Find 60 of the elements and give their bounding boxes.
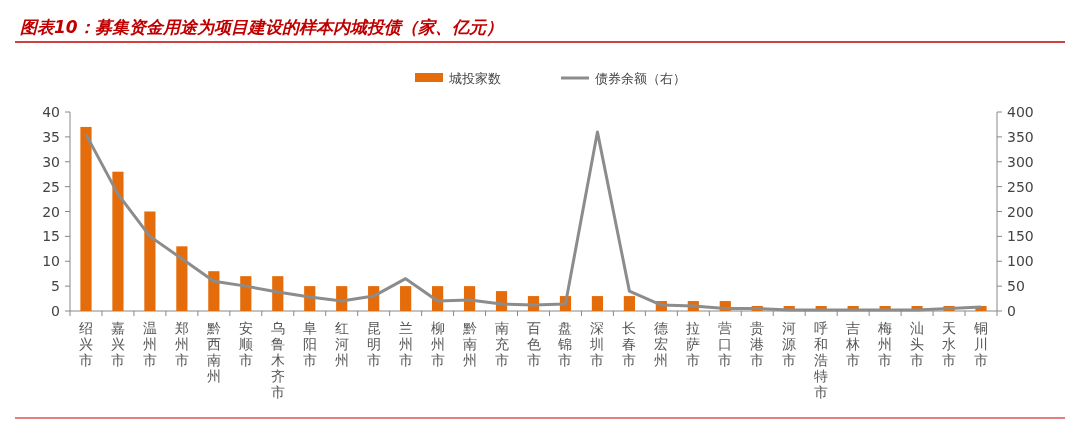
y2-tick-label: 250 — [1007, 178, 1034, 195]
x-tick-label: 吉林市 — [845, 320, 861, 368]
bar — [208, 271, 220, 311]
y-tick-label: 15 — [42, 228, 60, 245]
bar — [591, 296, 604, 311]
y-tick-label: 30 — [42, 153, 60, 170]
x-tick-label: 河源市 — [782, 320, 797, 368]
x-tick-label: 阜阳市 — [302, 320, 317, 368]
x-tick-label: 黔南州 — [461, 320, 477, 368]
y2-tick-label: 50 — [1007, 278, 1025, 295]
y2-tick-label: 150 — [1007, 228, 1034, 245]
x-tick-label: 红河州 — [334, 320, 349, 368]
y-tick-label: 40 — [42, 104, 60, 120]
y-tick-label: 5 — [51, 278, 60, 295]
y2-tick-label: 400 — [1007, 104, 1034, 120]
bar — [400, 286, 412, 311]
x-tick-label: 营口市 — [718, 320, 733, 368]
y-tick-label: 0 — [51, 303, 60, 319]
x-tick-label: 拉萨市 — [686, 320, 701, 368]
x-tick-label: 百色市 — [526, 320, 541, 368]
legend-label: 债券余额（右） — [595, 71, 686, 86]
y2-tick-label: 300 — [1007, 153, 1034, 170]
y2-tick-label: 200 — [1007, 203, 1034, 220]
x-tick-label: 绍兴市 — [78, 320, 93, 368]
bar — [144, 211, 156, 311]
x-tick-label: 德宏州 — [654, 320, 669, 368]
y-tick-label: 35 — [42, 128, 60, 145]
x-tick-label: 乌鲁木齐市 — [270, 320, 285, 400]
x-tick-label: 郑州市 — [174, 320, 189, 368]
x-tick-label: 嘉兴市 — [110, 320, 125, 368]
x-tick-label: 温州市 — [142, 320, 157, 368]
bar — [176, 246, 188, 311]
bar — [240, 276, 252, 311]
x-tick-label: 天水市 — [942, 320, 957, 368]
legend-label: 城投家数 — [448, 71, 501, 86]
y2-tick-label: 0 — [1007, 303, 1016, 319]
x-tick-label: 兰州市 — [398, 320, 413, 368]
chart-title: 图表10：募集资金用途为项目建设的样本内城投债（家、亿元） — [20, 17, 503, 37]
y-tick-label: 20 — [42, 203, 60, 220]
x-tick-label: 安顺市 — [238, 320, 253, 368]
x-tick-label: 南充市 — [494, 320, 509, 368]
y2-tick-label: 100 — [1007, 253, 1034, 270]
bar — [623, 296, 635, 311]
x-tick-label: 柳州市 — [430, 320, 445, 368]
bar — [80, 126, 92, 311]
y2-tick-label: 350 — [1007, 128, 1034, 145]
x-tick-label: 贵港市 — [750, 320, 765, 368]
x-tick-label: 汕头市 — [910, 320, 925, 368]
y-tick-label: 25 — [42, 178, 60, 195]
x-tick-label: 盘锦市 — [557, 320, 573, 368]
x-tick-label: 梅州市 — [877, 320, 893, 368]
x-tick-label: 铜川市 — [973, 320, 989, 368]
y-tick-label: 10 — [42, 253, 60, 270]
x-tick-label: 昆明市 — [366, 320, 381, 368]
x-tick-label: 呼和浩特市 — [814, 320, 829, 400]
bar — [112, 171, 124, 311]
x-tick-label: 黔西南州 — [205, 320, 221, 384]
x-tick-label: 长春市 — [622, 320, 637, 368]
bar — [272, 276, 284, 311]
x-tick-label: 深圳市 — [589, 320, 605, 368]
